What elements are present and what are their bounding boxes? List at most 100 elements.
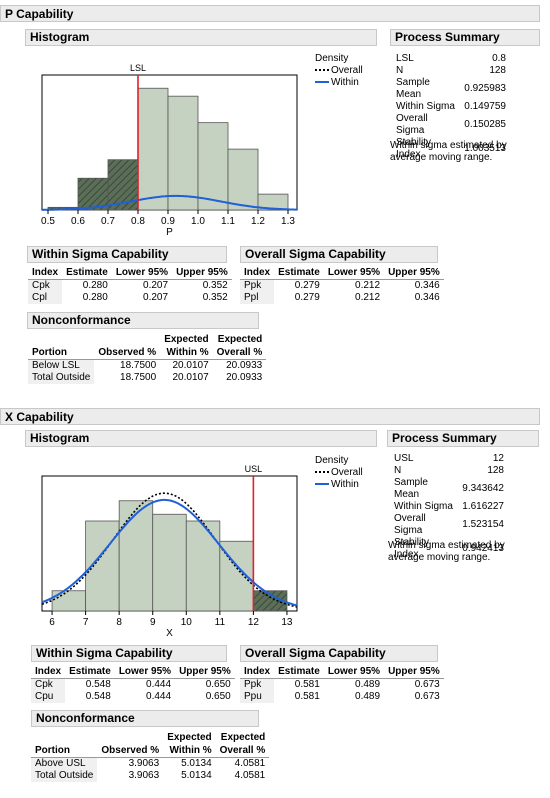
nonconformance-table: Expected Expected Portion Observed % Within… <box>31 731 270 782</box>
x-tick-label: 0.6 <box>71 216 85 227</box>
x-tick-label: 1.1 <box>221 216 235 227</box>
overall-sigma-table: Index Estimate Lower 95% Upper 95% Ppk 0.581… <box>240 665 444 703</box>
within-sigma-table: Index Estimate Lower 95% Upper 95% Cpk 0.548… <box>31 665 235 703</box>
density-legend: Density Overall Within <box>315 53 363 89</box>
x-tick-label: 0.5 <box>41 216 55 227</box>
histogram-bar <box>185 520 221 612</box>
x-tick-label: 6 <box>49 617 55 628</box>
histogram-title: Histogram <box>30 30 90 44</box>
table-row: Ppl 0.279 0.212 0.346 <box>240 292 444 304</box>
p-capability-header[interactable]: P Capability <box>0 5 540 22</box>
legend-overall: Overall <box>315 65 363 77</box>
table-row: Ppu 0.581 0.489 0.673 <box>240 691 444 703</box>
histogram-header[interactable]: Histogram <box>25 430 377 447</box>
x-tick-label: 8 <box>116 617 122 628</box>
process-summary-header[interactable]: Process Summary <box>387 430 539 447</box>
x-tick-label: 13 <box>281 617 293 628</box>
within-sigma-title: Within Sigma Capability <box>36 646 173 660</box>
x-tick-label: 0.8 <box>131 216 145 227</box>
within-sigma-table: Index Estimate Lower 95% Upper 95% Cpk 0.280… <box>28 266 232 304</box>
p-capability-panel: P Capability Histogram LSL 0.5 0.6 0.7 0.8 0.… <box>0 5 549 397</box>
nonconformance-table: Expected Expected Portion Observed % Within… <box>28 333 267 384</box>
table-row: Cpu 0.548 0.444 0.650 <box>31 691 235 703</box>
overall-density-curve <box>41 492 298 608</box>
summary-row: Overall Sigma 0.150285 <box>396 113 506 136</box>
table-row: Cpl 0.280 0.207 0.352 <box>28 292 232 304</box>
solid-line-icon <box>315 81 329 84</box>
within-density-curve <box>41 498 298 607</box>
histogram-bar <box>152 513 187 612</box>
histogram-bar <box>257 193 289 211</box>
x-tick-label: 1.2 <box>251 216 265 227</box>
p-histogram-chart: LSL 0.5 0.6 0.7 0.8 0.9 1.0 1.1 1.2 1.3 P <box>41 63 298 238</box>
nonconformance-header[interactable]: Nonconformance <box>27 312 259 329</box>
summary-row: Stability Index 0.942413 <box>394 537 504 560</box>
overall-sigma-title: Overall Sigma Capability <box>245 646 386 660</box>
process-summary-table: LSL 0.8 N 128 Sample Mean 0.925983 Within S… <box>392 53 510 161</box>
x-tick-label: 0.7 <box>101 216 115 227</box>
spec-limit-label: USL <box>245 464 263 474</box>
histogram-bar <box>137 87 169 211</box>
histogram-header[interactable]: Histogram <box>25 29 377 46</box>
legend-within: Within <box>315 479 363 491</box>
overall-sigma-header[interactable]: Overall Sigma Capability <box>240 645 438 662</box>
summary-row: Within Sigma 0.149759 <box>396 101 506 112</box>
x-tick-label: 0.9 <box>161 216 175 227</box>
summary-row: Sample Mean 0.925983 <box>396 77 506 100</box>
density-legend: Density Overall Within <box>315 455 363 491</box>
histogram-bar <box>77 177 109 211</box>
overall-sigma-header[interactable]: Overall Sigma Capability <box>240 246 438 263</box>
x-tick-label: 11 <box>215 617 226 628</box>
histogram-title: Histogram <box>30 431 90 445</box>
nonconformance-header[interactable]: Nonconformance <box>31 710 259 727</box>
table-row: Total Outside 3.9063 5.0134 4.0581 <box>31 770 269 782</box>
table-row: Cpk 0.548 0.444 0.650 <box>31 678 235 691</box>
summary-row: N 128 <box>394 465 504 476</box>
table-row: Total Outside 18.7500 20.0107 20.0933 <box>28 372 266 384</box>
summary-row: Stability Index 1.003513 <box>396 137 506 160</box>
x-tick-label: 10 <box>181 617 193 628</box>
within-sigma-header[interactable]: Within Sigma Capability <box>31 645 227 662</box>
x-histogram-chart: USL 6 7 8 9 10 11 12 13 X <box>41 464 298 639</box>
legend-overall: Overall <box>315 467 363 479</box>
within-density-curve <box>42 194 297 211</box>
legend-title: Density <box>315 455 349 466</box>
histogram-bar <box>227 148 259 211</box>
process-summary-title: Process Summary <box>392 431 497 445</box>
table-row: Ppk 0.279 0.212 0.346 <box>240 279 444 292</box>
dotted-line-icon <box>315 471 329 474</box>
x-tick-label: 1.0 <box>191 216 205 227</box>
table-row: Below LSL 18.7500 20.0107 20.0933 <box>28 359 266 372</box>
legend-title: Density <box>315 53 349 64</box>
overall-sigma-title: Overall Sigma Capability <box>245 247 386 261</box>
process-summary-header[interactable]: Process Summary <box>390 29 540 46</box>
summary-row: N 128 <box>396 65 506 76</box>
x-tick-label: 12 <box>248 617 260 628</box>
summary-row: Within Sigma 1.616227 <box>394 501 504 512</box>
x-capability-header[interactable]: X Capability <box>0 408 540 425</box>
histogram-bar <box>118 500 154 612</box>
process-summary-table: USL 12 N 128 Sample Mean 9.343642 Within Si… <box>390 453 508 561</box>
histogram-bar <box>197 122 229 211</box>
nonconformance-title: Nonconformance <box>32 313 131 327</box>
solid-line-icon <box>315 483 329 486</box>
summary-table: USL 12 N 128 Sample Mean 9.343642 Within Si… <box>390 453 508 561</box>
dotted-line-icon <box>315 69 329 72</box>
table-row: Cpk 0.280 0.207 0.352 <box>28 279 232 292</box>
summary-row: USL 12 <box>394 453 504 464</box>
histogram-bar <box>167 95 199 211</box>
process-summary-title: Process Summary <box>395 30 500 44</box>
summary-table: LSL 0.8 N 128 Sample Mean 0.925983 Within S… <box>392 53 510 161</box>
summary-row: Overall Sigma 1.523154 <box>394 513 504 536</box>
sigma-note: Within sigma estimated by average moving… <box>388 540 505 563</box>
x-capability-title: X Capability <box>5 410 74 424</box>
x-axis-label: P <box>166 227 173 238</box>
legend-within: Within <box>315 77 363 89</box>
sigma-note: Within sigma estimated by average moving… <box>390 140 507 163</box>
histogram-bar <box>51 590 87 612</box>
overall-sigma-table: Index Estimate Lower 95% Upper 95% Ppk 0.279… <box>240 266 444 304</box>
within-sigma-header[interactable]: Within Sigma Capability <box>27 246 227 263</box>
x-capability-panel: X Capability Histogram USL 6 7 8 9 10 11 12 13 X … <box>0 408 549 798</box>
x-tick-label: 9 <box>150 617 156 628</box>
within-sigma-title: Within Sigma Capability <box>32 247 169 261</box>
